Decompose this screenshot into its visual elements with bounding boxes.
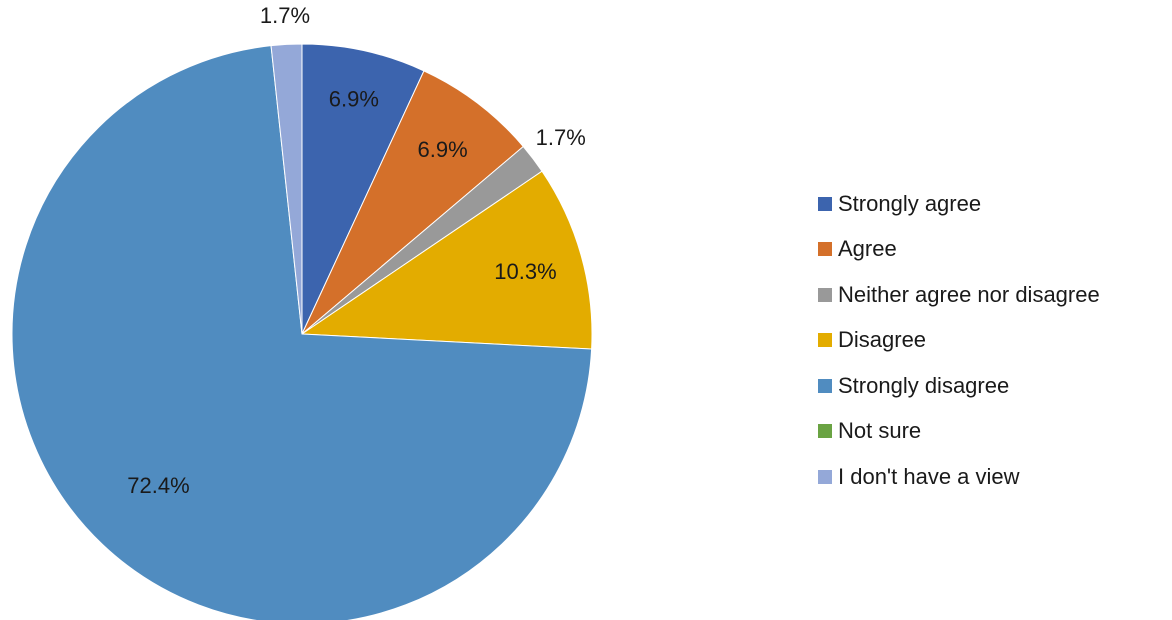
legend-label: Neither agree nor disagree [838,281,1100,307]
legend-swatch [818,196,832,211]
pie-slice-agree [301,70,524,335]
legend-item-not-sure: Not sure [818,409,1100,455]
slice-label-strongly-disagree: 72.4% [127,473,189,498]
pie-slice-strongly-agree [301,43,425,335]
slice-label-i-don-t-have-a-view: 1.7% [260,3,310,28]
legend-item-disagree: Disagree [818,318,1100,364]
legend-swatch [818,287,832,302]
legend-item-strongly-agree: Strongly agree [818,181,1100,227]
slice-label-strongly-agree: 6.9% [329,86,379,111]
legend-swatch [818,333,832,348]
pie-slice-disagree [300,170,593,350]
legend-label: Disagree [838,327,927,353]
legend-swatch [818,378,832,393]
legend-swatch [818,469,832,484]
pie-chart: 6.9% 6.9% 1.7% 10.3% 72.4% 1.7% [11,3,593,620]
legend-label: Strongly disagree [838,372,1010,398]
legend-item-i-don-t-have-a-view: I don't have a view [818,454,1100,500]
pie-slice-i-don-t-have-a-view [270,43,303,335]
legend-label: Agree [838,236,897,262]
legend-item-agree: Agree [818,227,1100,273]
slice-label-disagree: 10.3% [494,259,556,284]
legend-item-neither-agree-nor-disagree: Neither agree nor disagree [818,272,1100,318]
legend-swatch [818,424,832,439]
slice-label-neither-agree-nor-disagree: 1.7% [536,125,586,150]
pie-labels: 6.9% 6.9% 1.7% 10.3% 72.4% 1.7% [127,3,585,498]
slice-label-agree: 6.9% [418,137,468,162]
pie-slices [11,43,593,620]
chart-legend: Strongly agree Agree Neither agree nor dis… [818,181,1100,500]
legend-label: Strongly agree [838,190,982,216]
legend-label: Not sure [838,418,922,444]
legend-label: I don't have a view [838,463,1020,489]
legend-swatch [818,242,832,257]
legend-item-strongly-disagree: Strongly disagree [818,363,1100,409]
